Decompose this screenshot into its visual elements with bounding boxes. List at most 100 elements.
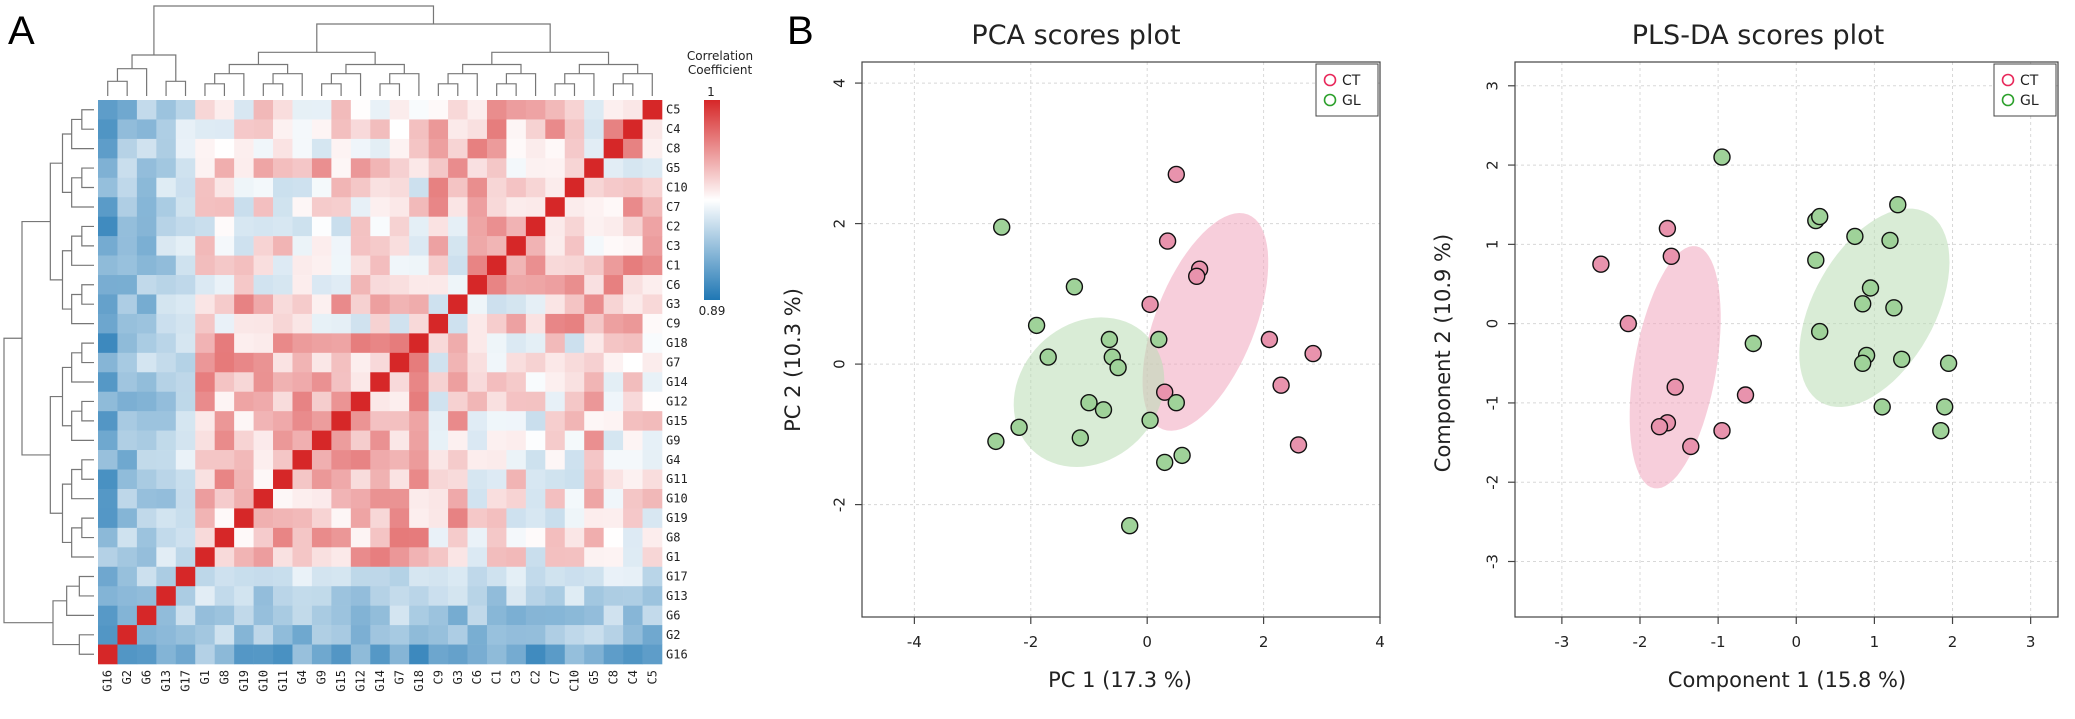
- heatmap-cell: [98, 625, 118, 645]
- heatmap-cell: [311, 138, 332, 159]
- heatmap-cell: [98, 158, 118, 179]
- heatmap-cell: [331, 430, 352, 451]
- heatmap-cell: [545, 294, 566, 315]
- ellipse-gl: [1013, 317, 1165, 467]
- heatmap-cell: [642, 547, 663, 568]
- dendrogram-branch: [61, 133, 72, 193]
- heatmap-cell: [486, 469, 507, 490]
- heatmap-cell: [331, 488, 352, 509]
- heatmap-cell: [214, 625, 235, 645]
- heatmap-cell: [234, 391, 254, 412]
- heatmap-cell: [584, 547, 604, 568]
- heatmap-cell: [292, 586, 313, 606]
- heatmap-cell: [409, 566, 429, 587]
- heatmap-cell: [331, 352, 352, 373]
- row-dendrogram: [3, 109, 94, 655]
- heatmap-cell: [623, 586, 643, 606]
- heatmap-cell: [545, 391, 566, 412]
- heatmap-cell: [253, 158, 274, 179]
- row-label: G10: [666, 492, 688, 506]
- heatmap-cell: [389, 391, 410, 412]
- dendrogram-branch: [81, 400, 94, 422]
- column-label: G11: [276, 670, 290, 692]
- heatmap-cell: [214, 275, 235, 295]
- heatmap-cell: [311, 450, 332, 470]
- heatmap-cell: [136, 255, 157, 276]
- heatmap-cell: [584, 430, 604, 451]
- heatmap-cell: [564, 177, 585, 198]
- heatmap-cell: [584, 488, 604, 509]
- heatmap-cell: [545, 197, 566, 217]
- heatmap-cell: [623, 469, 643, 490]
- heatmap-cell: [273, 197, 293, 217]
- heatmap-cell: [98, 119, 118, 140]
- heatmap-cell: [136, 294, 157, 315]
- y-tick-label: 3: [1484, 81, 1502, 91]
- heatmap-cell: [370, 372, 391, 393]
- heatmap-cell: [370, 527, 391, 548]
- heatmap-cell: [584, 100, 604, 120]
- point-ct: [1619, 314, 1638, 333]
- dendrogram-branch: [257, 51, 376, 65]
- heatmap-cell: [253, 469, 274, 490]
- heatmap-cell: [642, 197, 663, 217]
- heatmap-cell: [506, 255, 527, 276]
- column-label: G2: [120, 670, 134, 684]
- dendrogram-branch: [81, 517, 94, 539]
- heatmap-cell: [448, 372, 468, 393]
- heatmap-cell: [525, 177, 546, 198]
- heatmap-cell: [311, 605, 332, 626]
- heatmap-cell: [428, 508, 449, 529]
- row-label: G4: [666, 453, 680, 467]
- point-gl: [1939, 354, 1958, 372]
- heatmap-cell: [486, 450, 507, 470]
- heatmap-cell: [156, 255, 177, 276]
- heatmap-cell: [156, 488, 177, 509]
- heatmap-cell: [545, 255, 566, 276]
- heatmap-cell: [623, 527, 643, 548]
- heatmap-cell: [467, 372, 488, 393]
- heatmap-cell: [98, 100, 118, 120]
- point-gl: [1094, 401, 1113, 419]
- heatmap-cell: [506, 275, 527, 295]
- heatmap-cell: [448, 313, 468, 334]
- heatmap-cell: [98, 275, 118, 295]
- heatmap-cell: [525, 488, 546, 509]
- row-labels: C5 C4 C8 G5 C10 C7 C2 C3 C1 C6 G3 C9 G18 G7 G14 G12 G15 G…: [666, 103, 688, 662]
- heatmap-cell: [603, 586, 624, 606]
- heatmap-cell: [448, 391, 468, 412]
- heatmap-cell: [409, 275, 429, 295]
- point-ct: [1650, 418, 1669, 436]
- heatmap-cell: [311, 275, 332, 295]
- heatmap-cell: [486, 138, 507, 159]
- heatmap-cell: [156, 275, 177, 295]
- colorbar-bar: [704, 100, 720, 300]
- heatmap-cell: [292, 644, 313, 665]
- heatmap-cell: [467, 586, 488, 606]
- heatmap-cell: [525, 566, 546, 587]
- heatmap-cell: [486, 566, 507, 587]
- row-label: C1: [666, 258, 680, 272]
- heatmap-cell: [409, 391, 429, 412]
- heatmap-cell: [603, 255, 624, 276]
- dendrogram-branch: [554, 83, 576, 96]
- heatmap-cell: [506, 333, 527, 354]
- heatmap-cell: [603, 411, 624, 431]
- heatmap-cell: [409, 430, 429, 451]
- heatmap: C5C4C8G5C10C7C2C3C1C6G3C9G18G7G14G12G15G…: [3, 5, 753, 692]
- heatmap-cell: [409, 527, 429, 548]
- heatmap-cell: [292, 352, 313, 373]
- heatmap-cell: [331, 644, 352, 665]
- legend-marker-gl: [1323, 93, 1337, 107]
- heatmap-cell: [409, 138, 429, 159]
- heatmap-cell: [214, 158, 235, 179]
- heatmap-cell: [486, 372, 507, 393]
- heatmap-cell: [273, 216, 293, 237]
- heatmap-cell: [273, 119, 293, 140]
- column-label: G9: [315, 670, 329, 684]
- heatmap-cell: [525, 119, 546, 140]
- heatmap-cell: [370, 644, 391, 665]
- heatmap-cell: [253, 372, 274, 393]
- heatmap-cell: [389, 100, 410, 120]
- heatmap-cell: [292, 488, 313, 509]
